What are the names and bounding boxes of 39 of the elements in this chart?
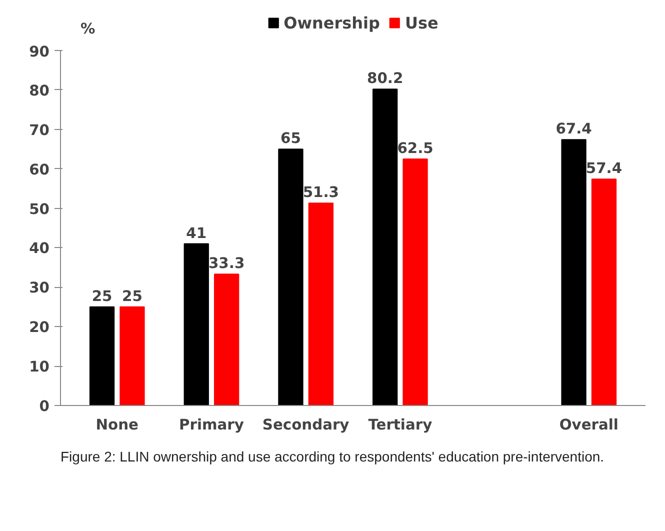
y-tick-label: 80 bbox=[29, 82, 50, 100]
bar bbox=[372, 88, 398, 406]
bar bbox=[591, 178, 617, 406]
legend-label: Use bbox=[405, 13, 438, 32]
bar bbox=[89, 306, 115, 406]
bar bbox=[308, 202, 334, 406]
bar bbox=[278, 148, 304, 406]
x-tick-label: Tertiary bbox=[368, 416, 433, 434]
data-label: 57.4 bbox=[586, 160, 622, 178]
data-label: 51.3 bbox=[302, 184, 340, 202]
bar bbox=[402, 158, 428, 406]
y-tick-label: 0 bbox=[39, 398, 50, 415]
x-tick-label: Overall bbox=[559, 416, 618, 434]
y-tick-label: 40 bbox=[29, 240, 50, 258]
bar bbox=[214, 274, 240, 406]
x-tick-label: Primary bbox=[179, 416, 244, 434]
caption: Figure 2: LLIN ownership and use according to respondents' education pre-intervention. bbox=[60, 448, 604, 464]
y-tick-label: 50 bbox=[29, 200, 50, 218]
y-tick-label: 30 bbox=[29, 280, 50, 297]
data-label: 62.5 bbox=[397, 140, 434, 157]
y-tick-label: 20 bbox=[29, 319, 50, 336]
legend-label: Ownership bbox=[284, 13, 380, 32]
data-label: 41 bbox=[186, 224, 207, 242]
y-axis-title: % bbox=[80, 20, 96, 38]
x-tick-label: Secondary bbox=[262, 416, 350, 434]
data-label: 67.4 bbox=[556, 120, 592, 138]
y-tick-label: 10 bbox=[29, 358, 50, 376]
data-label: 80.2 bbox=[367, 70, 404, 88]
y-tick-label: 90 bbox=[29, 44, 50, 60]
y-tick-label: 60 bbox=[29, 161, 50, 178]
y-tick-label: 70 bbox=[29, 122, 50, 139]
data-label: 33.3 bbox=[208, 255, 245, 272]
bar bbox=[561, 139, 586, 406]
data-label: 25 bbox=[122, 288, 142, 305]
bar bbox=[120, 306, 145, 406]
bar bbox=[184, 243, 209, 406]
x-tick-label: None bbox=[96, 416, 139, 434]
data-label: 65 bbox=[280, 130, 301, 148]
data-label: 25 bbox=[92, 288, 112, 305]
